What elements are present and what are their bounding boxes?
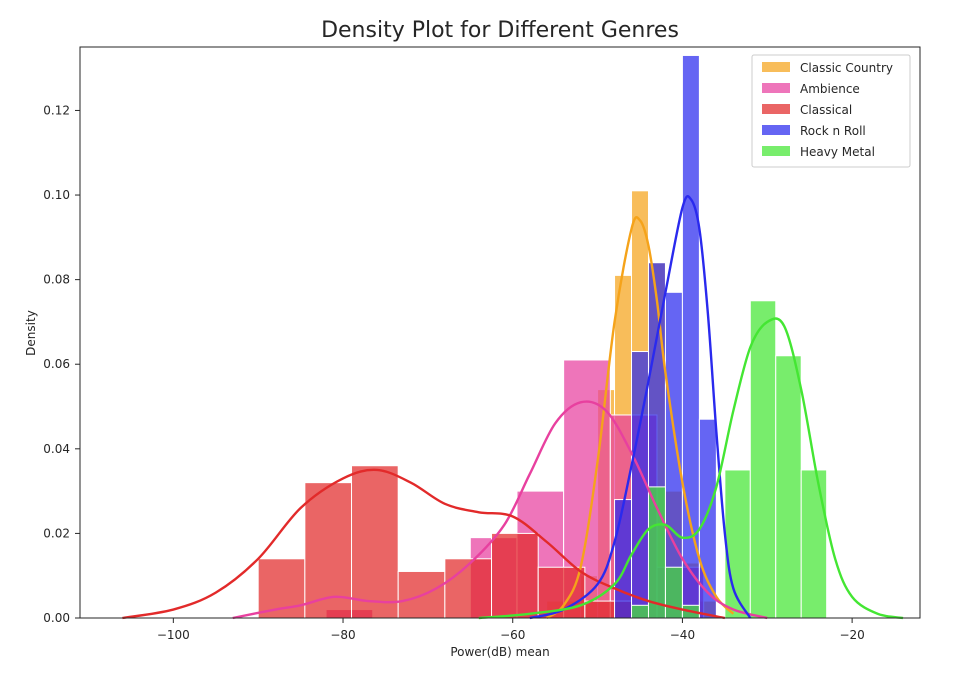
y-tick-label: 0.04 — [43, 442, 70, 456]
x-axis-title: Power(dB) mean — [450, 645, 549, 659]
y-axis-ticks: 0.00 0.02 0.04 0.06 0.08 0.10 0.12 — [43, 103, 80, 625]
legend-items: Classic Country Ambience Classical Rock n R… — [762, 61, 893, 159]
legend-swatch-heavy-metal — [762, 146, 790, 156]
bar-heavy-metal-4 — [724, 469, 751, 619]
kde-line-ambience — [232, 400, 768, 620]
legend-label-rock-n-roll: Rock n Roll — [800, 124, 866, 138]
x-tick-label: −60 — [500, 628, 525, 642]
legend-swatch-ambience — [762, 83, 790, 93]
legend-swatch-classical — [762, 104, 790, 114]
chart-title: Density Plot for Different Genres — [321, 18, 679, 43]
plot-area — [122, 54, 904, 620]
y-tick-label: 0.00 — [43, 611, 70, 625]
legend-label-ambience: Ambience — [800, 82, 860, 96]
legend-box — [751, 54, 911, 168]
bar-heavy-metal-5 — [749, 300, 777, 619]
kde-line-classical — [122, 468, 726, 620]
x-tick-label: −100 — [157, 628, 190, 642]
bar-classical-5 — [491, 532, 539, 619]
x-tick-label: −80 — [330, 628, 355, 642]
bar-heavy-metal-7 — [800, 469, 828, 619]
kde-line-heavy-metal — [478, 317, 904, 620]
kde-line-rock-n-roll — [529, 195, 752, 620]
y-tick-label: 0.12 — [43, 103, 70, 117]
plot-frame — [79, 46, 921, 619]
legend-label-classic-country: Classic Country — [800, 61, 893, 75]
bar-heavy-metal-2 — [664, 566, 683, 619]
y-tick-label: 0.02 — [43, 526, 70, 540]
legend-swatch-classic-country — [762, 62, 790, 72]
x-tick-label: −20 — [839, 628, 864, 642]
legend: Classic Country Ambience Classical Rock n R… — [751, 54, 911, 168]
legend-swatch-rock-n-roll — [762, 125, 790, 135]
x-axis-ticks: −100 −80 −60 −40 −20 — [157, 618, 865, 642]
y-tick-label: 0.08 — [43, 273, 70, 287]
bar-heavy-metal-0 — [631, 604, 649, 619]
histogram-bars — [257, 54, 828, 619]
legend-label-heavy-metal: Heavy Metal — [800, 145, 875, 159]
y-axis-title: Density — [24, 310, 38, 356]
bar-classical-1 — [304, 482, 353, 619]
bar-heavy-metal-6 — [775, 355, 802, 619]
y-tick-label: 0.06 — [43, 357, 70, 371]
kde-line-classic-country — [545, 216, 735, 620]
bar-rock-n-roll-5 — [698, 418, 717, 619]
bar-classical-4 — [444, 558, 493, 619]
bar-classical-2 — [351, 465, 399, 619]
x-tick-label: −40 — [670, 628, 695, 642]
kde-curves — [122, 195, 904, 620]
legend-label-classical: Classical — [800, 103, 852, 117]
y-tick-label: 0.10 — [43, 188, 70, 202]
